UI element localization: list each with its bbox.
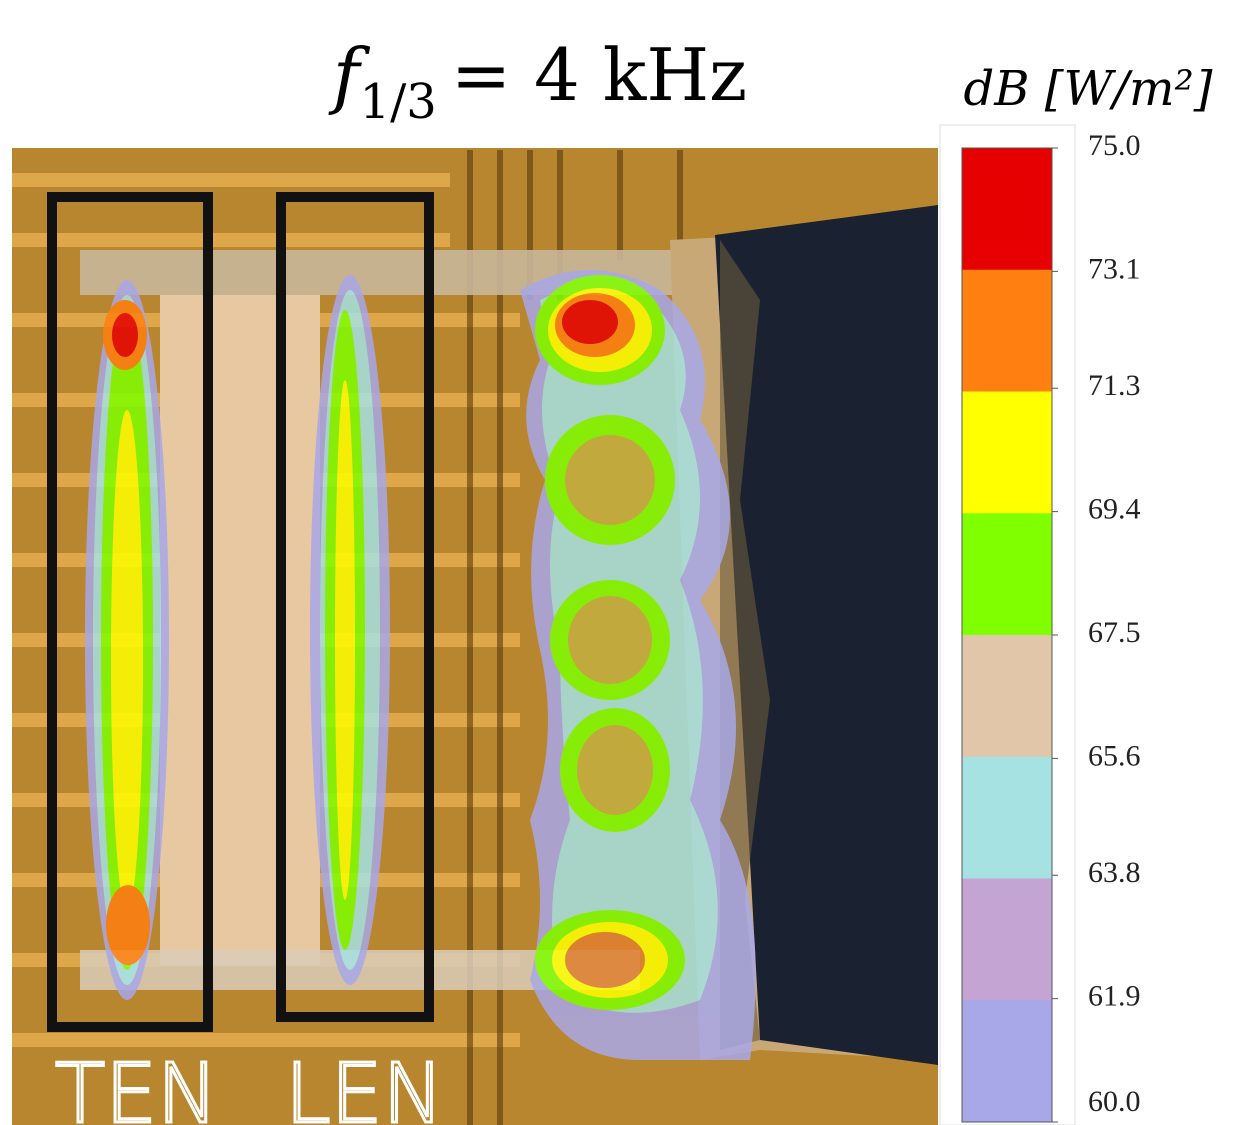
colorbar-tick-label: 61.9	[1088, 980, 1141, 1013]
colorbar-tick-label: 67.5	[1088, 616, 1141, 649]
colorbar-band	[962, 1000, 1052, 1122]
annotation: LEN	[285, 1047, 444, 1125]
chart-title: f1/3= 4 kHz	[328, 33, 747, 130]
colorbar-band	[962, 148, 1052, 270]
colorbar-label: dB [W/m²]	[964, 61, 1213, 117]
colorbar-tick-label: 63.8	[1088, 856, 1141, 889]
colorbar-tick-label: 71.3	[1088, 369, 1141, 402]
title-subscript: 1/3	[360, 74, 437, 130]
colorbar-band	[962, 270, 1052, 392]
colorbar: 75.0 73.1 71.3 69.4 67.5 65.6 63.8 61.9 60.0	[962, 129, 1141, 1123]
colorbar-tick-label: 75.0	[1088, 129, 1141, 162]
colorbar-tick-label: 73.1	[1088, 252, 1141, 285]
colorbar-band	[962, 879, 1052, 1001]
colorbar-band	[962, 757, 1052, 879]
colorbar-tick-label: 60.0	[1088, 1085, 1141, 1118]
colorbar-band	[962, 392, 1052, 514]
colorbar-tick-label: 65.6	[1088, 739, 1141, 772]
title-rest: = 4 kHz	[451, 33, 747, 117]
figure: TEN LEN f1/3= 4 kHz dB [W/m²] 75.0 73.1 71…	[0, 0, 1249, 1125]
colorbar-tick-label: 69.4	[1088, 493, 1141, 526]
colorbar-band	[962, 635, 1052, 757]
colorbar-band	[962, 513, 1052, 635]
annotation: TEN	[55, 1047, 218, 1125]
